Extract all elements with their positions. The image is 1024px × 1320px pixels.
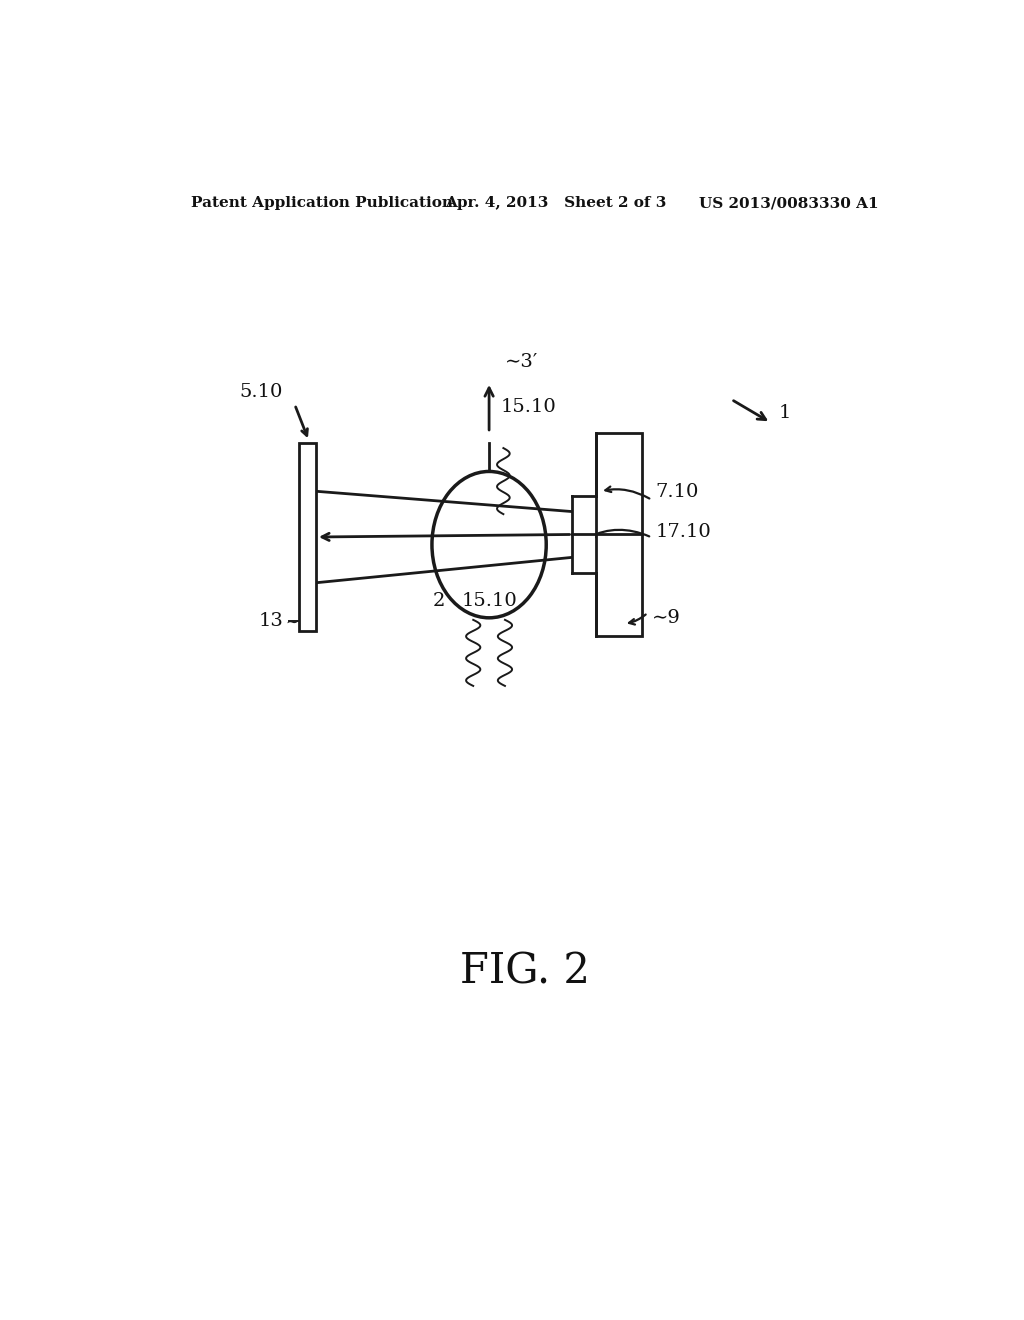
Text: ∼3′: ∼3′ [505,352,539,371]
Text: Patent Application Publication: Patent Application Publication [191,197,454,210]
Text: 15.10: 15.10 [461,591,517,610]
Text: FIG. 2: FIG. 2 [460,950,590,993]
Text: US 2013/0083330 A1: US 2013/0083330 A1 [699,197,879,210]
Text: 5.10: 5.10 [240,383,283,401]
Text: 2: 2 [433,591,445,610]
Bar [299,444,316,631]
Text: 17.10: 17.10 [655,524,712,541]
Bar [596,433,642,636]
Text: Apr. 4, 2013   Sheet 2 of 3: Apr. 4, 2013 Sheet 2 of 3 [445,197,667,210]
Text: 7.10: 7.10 [655,483,699,500]
Text: 13: 13 [259,612,284,630]
Bar [573,498,595,572]
Text: 1: 1 [778,404,792,421]
Text: ∼: ∼ [285,614,298,630]
Text: 15.10: 15.10 [501,399,557,416]
Text: ∼9: ∼9 [652,609,681,627]
